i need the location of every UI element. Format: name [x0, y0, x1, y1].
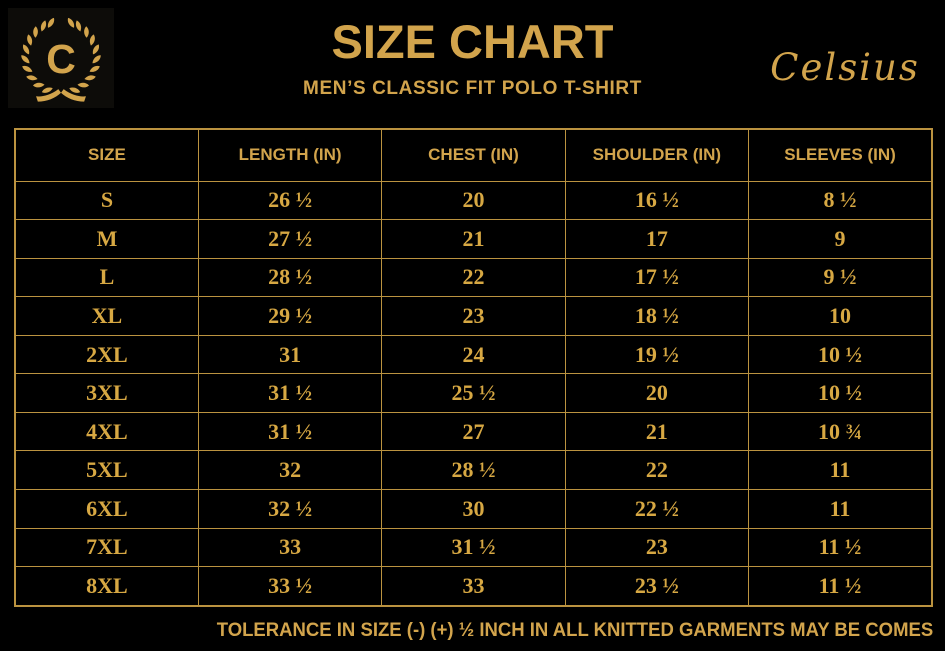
- tolerance-note: TOLERANCE IN SIZE (-) (+) ½ INCH IN ALL …: [216, 619, 933, 641]
- measurement-cell: 18 ½: [564, 296, 750, 336]
- size-cell: 8XL: [14, 566, 199, 607]
- size-cell: 6XL: [14, 489, 199, 529]
- measurement-cell: 10 ½: [748, 334, 933, 375]
- measurement-cell: 32 ½: [197, 489, 383, 529]
- measurement-cell: 26 ½: [197, 180, 383, 221]
- column-header: CHEST (IN): [381, 128, 566, 182]
- brand-logo: C: [8, 8, 114, 108]
- column-header: SIZE: [14, 128, 199, 182]
- measurement-cell: 30: [381, 489, 566, 529]
- size-cell: 3XL: [14, 373, 199, 413]
- measurement-cell: 33: [197, 527, 383, 568]
- table-row: 4XL 31 ½ 27 21 10 ¾: [14, 411, 933, 452]
- table-row: 5XL 32 28 ½ 22 11: [14, 450, 933, 490]
- measurement-cell: 21: [564, 411, 750, 452]
- measurement-cell: 22 ½: [564, 489, 750, 529]
- size-cell: 5XL: [14, 450, 199, 490]
- measurement-cell: 22: [564, 450, 750, 490]
- measurement-cell: 9: [748, 219, 933, 259]
- size-table: SIZE LENGTH (IN) CHEST (IN) SHOULDER (IN) SL…: [14, 128, 933, 607]
- column-header: LENGTH (IN): [197, 128, 383, 182]
- measurement-cell: 16 ½: [564, 180, 750, 221]
- column-header: SLEEVES (IN): [748, 128, 933, 182]
- measurement-cell: 25 ½: [381, 373, 566, 413]
- measurement-cell: 27 ½: [197, 219, 383, 259]
- table-row: 8XL 33 ½ 33 23 ½ 11 ½: [14, 566, 933, 607]
- logo-letter: C: [46, 36, 76, 82]
- measurement-cell: 17: [564, 219, 750, 259]
- size-cell: M: [14, 219, 199, 259]
- table-row: 7XL 33 31 ½ 23 11 ½: [14, 527, 933, 568]
- measurement-cell: 32: [197, 450, 383, 490]
- measurement-cell: 21: [381, 219, 566, 259]
- measurement-cell: 33 ½: [197, 566, 383, 607]
- measurement-cell: 29 ½: [197, 296, 383, 336]
- measurement-cell: 28 ½: [381, 450, 566, 490]
- measurement-cell: 33: [381, 566, 566, 607]
- measurement-cell: 11: [748, 489, 933, 529]
- measurement-cell: 23: [381, 296, 566, 336]
- measurement-cell: 31 ½: [197, 373, 383, 413]
- table-row: 3XL 31 ½ 25 ½ 20 10 ½: [14, 373, 933, 413]
- measurement-cell: 8 ½: [748, 180, 933, 221]
- measurement-cell: 11: [748, 450, 933, 490]
- brand-name: Celsius: [770, 46, 920, 89]
- measurement-cell: 9 ½: [748, 257, 933, 298]
- measurement-cell: 10 ¾: [748, 411, 933, 452]
- measurement-cell: 22: [381, 257, 566, 298]
- measurement-cell: 23: [564, 527, 750, 568]
- measurement-cell: 31: [197, 334, 383, 375]
- measurement-cell: 27: [381, 411, 566, 452]
- table-row: 6XL 32 ½ 30 22 ½ 11: [14, 489, 933, 529]
- table-header: SIZE LENGTH (IN) CHEST (IN) SHOULDER (IN) SL…: [14, 128, 933, 182]
- measurement-cell: 10: [748, 296, 933, 336]
- table-row: 2XL 31 24 19 ½ 10 ½: [14, 334, 933, 375]
- measurement-cell: 23 ½: [564, 566, 750, 607]
- measurement-cell: 11 ½: [748, 566, 933, 607]
- measurement-cell: 31 ½: [197, 411, 383, 452]
- laurel-wreath-icon: C: [19, 16, 103, 102]
- measurement-cell: 20: [564, 373, 750, 413]
- size-cell: 4XL: [14, 411, 199, 452]
- size-cell: L: [14, 257, 199, 298]
- size-cell: XL: [14, 296, 199, 336]
- size-cell: S: [14, 180, 199, 221]
- measurement-cell: 24: [381, 334, 566, 375]
- size-cell: 7XL: [14, 527, 199, 568]
- column-header: SHOULDER (IN): [564, 128, 750, 182]
- measurement-cell: 20: [381, 180, 566, 221]
- measurement-cell: 10 ½: [748, 373, 933, 413]
- measurement-cell: 11 ½: [748, 527, 933, 568]
- table-row: M 27 ½ 21 17 9: [14, 219, 933, 259]
- measurement-cell: 31 ½: [381, 527, 566, 568]
- size-cell: 2XL: [14, 334, 199, 375]
- measurement-cell: 19 ½: [564, 334, 750, 375]
- measurement-cell: 28 ½: [197, 257, 383, 298]
- measurement-cell: 17 ½: [564, 257, 750, 298]
- table-row: XL 29 ½ 23 18 ½ 10: [14, 296, 933, 336]
